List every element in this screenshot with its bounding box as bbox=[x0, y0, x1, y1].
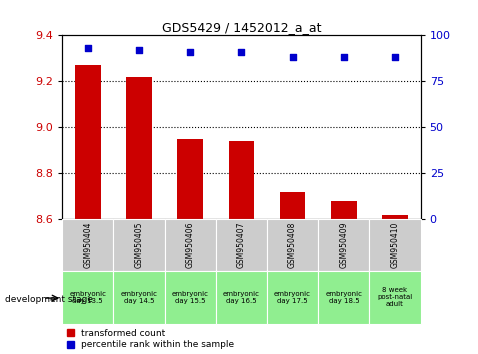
Text: GSM950404: GSM950404 bbox=[83, 222, 92, 268]
Text: embryonic
day 13.5: embryonic day 13.5 bbox=[69, 291, 106, 304]
Bar bbox=[62, 219, 113, 271]
Text: embryonic
day 14.5: embryonic day 14.5 bbox=[120, 291, 157, 304]
Text: GSM950409: GSM950409 bbox=[339, 222, 348, 268]
Text: GSM950408: GSM950408 bbox=[288, 222, 297, 268]
Text: GSM950405: GSM950405 bbox=[134, 222, 143, 268]
Bar bbox=[216, 271, 267, 324]
Text: GSM950410: GSM950410 bbox=[391, 222, 400, 268]
Point bbox=[135, 47, 143, 53]
Title: GDS5429 / 1452012_a_at: GDS5429 / 1452012_a_at bbox=[162, 21, 321, 34]
Bar bbox=[318, 219, 369, 271]
Legend: transformed count, percentile rank within the sample: transformed count, percentile rank withi… bbox=[66, 329, 234, 349]
Bar bbox=[369, 219, 421, 271]
Bar bbox=[318, 271, 369, 324]
Text: 8 week
post-natal
adult: 8 week post-natal adult bbox=[378, 287, 413, 307]
Text: embryonic
day 18.5: embryonic day 18.5 bbox=[326, 291, 362, 304]
Bar bbox=[267, 219, 318, 271]
Text: embryonic
day 15.5: embryonic day 15.5 bbox=[172, 291, 209, 304]
Bar bbox=[331, 201, 357, 219]
Text: development stage: development stage bbox=[5, 295, 93, 304]
Point bbox=[340, 55, 348, 60]
Text: embryonic
day 17.5: embryonic day 17.5 bbox=[274, 291, 311, 304]
Bar bbox=[177, 139, 203, 219]
Bar bbox=[126, 77, 152, 219]
Bar bbox=[113, 271, 164, 324]
Point bbox=[289, 55, 296, 60]
Point bbox=[238, 49, 245, 55]
Point bbox=[391, 55, 399, 60]
Bar bbox=[382, 215, 408, 219]
Bar bbox=[267, 271, 318, 324]
Text: GSM950407: GSM950407 bbox=[237, 222, 246, 268]
Bar bbox=[228, 141, 254, 219]
Bar bbox=[164, 219, 216, 271]
Bar bbox=[113, 219, 164, 271]
Text: GSM950406: GSM950406 bbox=[185, 222, 195, 268]
Point bbox=[84, 45, 92, 51]
Bar bbox=[216, 219, 267, 271]
Point bbox=[186, 49, 194, 55]
Bar bbox=[62, 271, 113, 324]
Text: embryonic
day 16.5: embryonic day 16.5 bbox=[223, 291, 260, 304]
Bar bbox=[75, 65, 100, 219]
Bar bbox=[164, 271, 216, 324]
Bar bbox=[280, 192, 305, 219]
Bar bbox=[369, 271, 421, 324]
